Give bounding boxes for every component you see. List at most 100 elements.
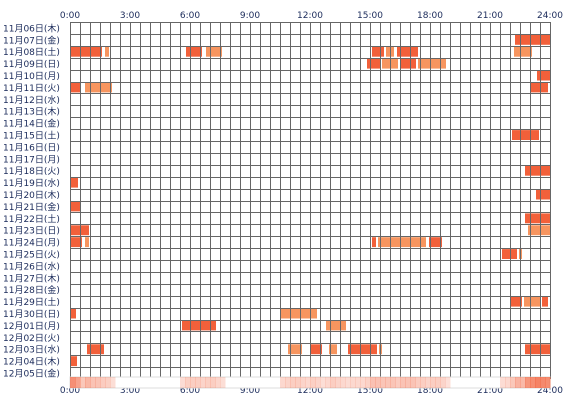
activity-bar	[326, 320, 346, 331]
summary-strip-segment	[405, 377, 411, 388]
summary-strip-segment	[545, 377, 551, 388]
summary-strip-segment	[95, 377, 101, 388]
summary-strip-segment	[500, 377, 506, 388]
x-tick-label-top: 24:00	[537, 11, 563, 21]
x-tick-label-top: 9:00	[240, 11, 260, 21]
summary-strip-segment	[110, 377, 116, 388]
activity-bar	[70, 82, 80, 93]
date-label: 12月03日(水)	[3, 344, 60, 356]
summary-strip-segment	[290, 377, 296, 388]
x-tick-label-top: 18:00	[417, 11, 443, 21]
x-tick-label-top: 6:00	[180, 11, 200, 21]
activity-bar	[531, 82, 548, 93]
summary-strip-segment	[180, 377, 186, 388]
summary-strip-segment	[365, 377, 371, 388]
activity-bar	[182, 320, 216, 331]
summary-strip-segment	[340, 377, 346, 388]
x-tick-label-top: 12:00	[297, 11, 323, 21]
date-label: 11月08日(土)	[3, 46, 60, 58]
summary-strip-segment	[100, 377, 106, 388]
activity-bar	[525, 213, 550, 224]
activity-bar	[525, 344, 550, 355]
summary-strip-segment	[530, 377, 536, 388]
summary-strip-segment	[375, 377, 381, 388]
date-label: 11月17日(月)	[3, 154, 60, 165]
date-label: 11月25日(火)	[3, 250, 60, 261]
summary-strip-segment	[325, 377, 331, 388]
x-tick-label-top: 21:00	[477, 11, 503, 21]
activity-bar	[87, 344, 104, 355]
date-label: 12月04日(木)	[3, 356, 60, 368]
date-label: 11月07日(金)	[3, 34, 60, 46]
summary-strip-segment	[425, 377, 431, 388]
x-tick-label-bottom: 18:00	[417, 386, 443, 396]
summary-strip-segment	[435, 377, 441, 388]
date-label: 11月06日(木)	[3, 22, 60, 34]
x-tick-label-top: 15:00	[357, 11, 383, 21]
summary-strip-segment	[380, 377, 386, 388]
activity-bar	[70, 308, 76, 319]
activity-bar	[329, 344, 337, 355]
date-label: 11月10日(月)	[3, 71, 60, 82]
date-label: 11月28日(金)	[3, 284, 60, 296]
summary-strip-segment	[85, 377, 91, 388]
activity-bar	[186, 46, 202, 57]
x-tick-label-bottom: 3:00	[120, 386, 140, 396]
summary-strip-segment	[310, 377, 316, 388]
date-label: 11月20日(木)	[3, 189, 60, 201]
summary-strip-segment	[335, 377, 341, 388]
date-label: 12月01日(月)	[3, 321, 60, 332]
date-label: 11月22日(土)	[3, 213, 60, 225]
summary-strip-segment	[320, 377, 326, 388]
activity-bar	[280, 308, 317, 319]
date-label: 11月13日(木)	[3, 106, 60, 118]
summary-strip-segment	[360, 377, 366, 388]
date-label: 11月19日(水)	[3, 177, 60, 189]
date-label: 11月29日(土)	[3, 296, 60, 308]
activity-bar	[85, 82, 112, 93]
summary-strip-segment	[510, 377, 516, 388]
date-label: 11月14日(金)	[3, 118, 60, 130]
summary-strip-segment	[205, 377, 211, 388]
summary-strip-segment	[90, 377, 96, 388]
activity-bar	[400, 58, 416, 69]
date-label: 11月16日(日)	[3, 142, 60, 153]
activity-bar	[528, 225, 550, 236]
summary-strip-segment	[315, 377, 321, 388]
summary-strip-segment	[350, 377, 356, 388]
activity-bar	[70, 237, 82, 248]
summary-strip-segment	[535, 377, 541, 388]
date-label: 12月02日(火)	[3, 333, 60, 344]
summary-strip-segment	[515, 377, 521, 388]
summary-strip-segment	[525, 377, 531, 388]
activity-bar	[206, 46, 222, 57]
summary-strip-segment	[415, 377, 421, 388]
summary-strip-segment	[445, 377, 451, 388]
summary-strip-segment	[420, 377, 426, 388]
summary-strip-segment	[190, 377, 196, 388]
x-tick-label-top: 0:00	[60, 11, 80, 21]
x-tick-label-bottom: 6:00	[180, 386, 200, 396]
activity-bar	[85, 237, 89, 248]
date-label: 11月15日(土)	[3, 130, 60, 142]
activity-bar	[367, 58, 380, 69]
summary-strip-segment	[410, 377, 416, 388]
date-label: 11月27日(木)	[3, 272, 60, 284]
activity-bar	[70, 177, 78, 188]
x-tick-label-bottom: 15:00	[357, 386, 383, 396]
activity-bar	[372, 237, 376, 248]
summary-strip-segment	[540, 377, 546, 388]
summary-strip-segment	[185, 377, 191, 388]
summary-strip-segment	[210, 377, 216, 388]
activity-bar	[429, 237, 442, 248]
activity-bar	[70, 356, 77, 367]
summary-strip-segment	[195, 377, 201, 388]
activity-bar	[512, 130, 539, 140]
date-label: 11月12日(水)	[3, 94, 60, 106]
x-tick-label-bottom: 21:00	[477, 386, 503, 396]
summary-strip-segment	[370, 377, 376, 388]
summary-strip-segment	[200, 377, 206, 388]
date-label: 11月21日(金)	[3, 201, 60, 213]
